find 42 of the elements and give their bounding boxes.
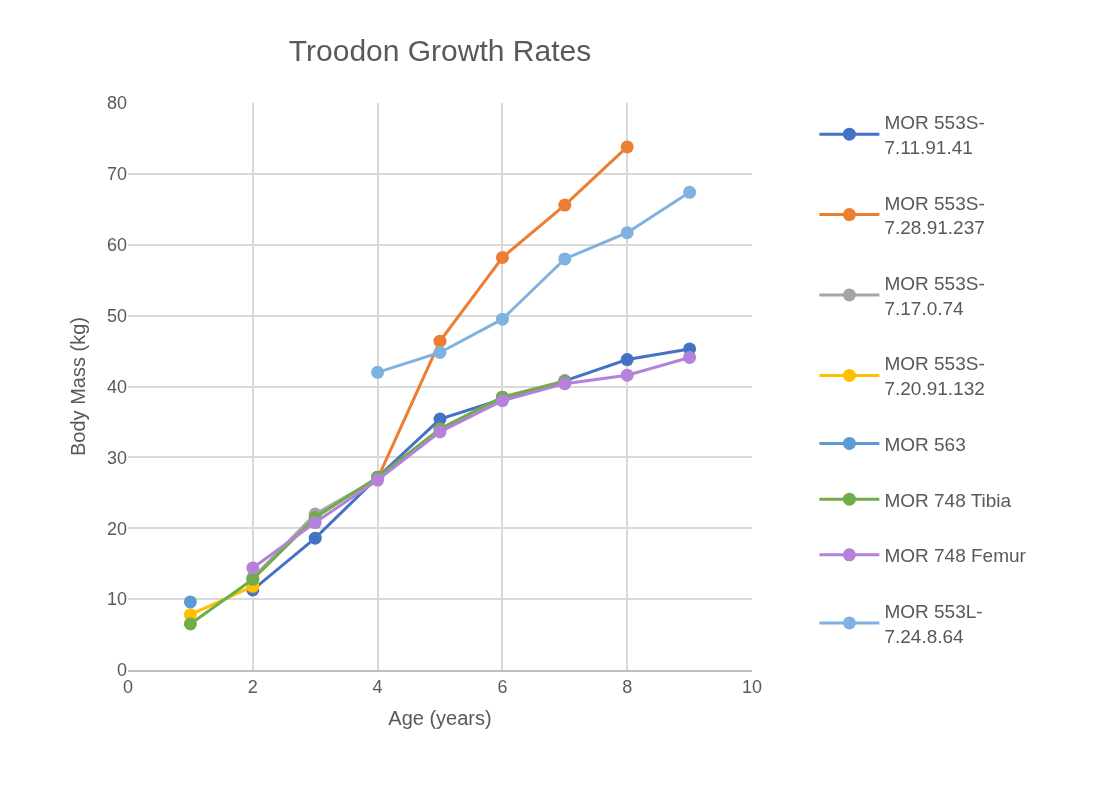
y-tick-label: 0 xyxy=(116,660,127,681)
point xyxy=(495,312,509,326)
point xyxy=(558,252,572,266)
y-tick-label: 40 xyxy=(106,376,127,397)
legend-label: MOR 553L-7.24.8.64 xyxy=(884,600,983,647)
legend-label: MOR 553S-7.17.0.74 xyxy=(884,273,985,319)
y-tick-label: 10 xyxy=(106,589,127,610)
point xyxy=(620,368,634,382)
y-tick-label: 50 xyxy=(106,305,127,326)
point xyxy=(683,185,697,199)
legend-label: MOR 563 xyxy=(884,433,966,455)
legend-label: MOR 553S-7.28.91.237 xyxy=(884,192,985,239)
point xyxy=(433,345,447,359)
y-axis-title: Body Mass (kg) xyxy=(67,317,90,456)
legend-label: MOR 553S-7.20.91.132 xyxy=(884,353,985,400)
point xyxy=(558,198,572,212)
y-tick-label: 20 xyxy=(106,518,127,539)
point xyxy=(495,251,509,264)
chart-title: Troodon Growth Rates xyxy=(288,33,592,67)
point xyxy=(683,350,697,364)
x-tick-label: 10 xyxy=(741,677,763,698)
point xyxy=(308,516,322,530)
x-tick-label: 8 xyxy=(622,677,633,698)
point xyxy=(308,531,322,545)
point xyxy=(620,140,634,154)
y-tick-label: 70 xyxy=(106,164,127,185)
y-tick-label: 30 xyxy=(106,447,127,468)
legend-label: MOR 748 Tibia xyxy=(884,489,1012,511)
point xyxy=(183,617,197,631)
x-tick-label: 2 xyxy=(247,677,258,698)
x-tick-label: 4 xyxy=(372,677,383,698)
legend-label: MOR 553S-7.11.91.41 xyxy=(884,112,985,158)
y-tick-label: 60 xyxy=(106,235,127,256)
legend-label: MOR 748 Femur xyxy=(884,545,1027,567)
point xyxy=(183,595,197,609)
point xyxy=(620,226,634,240)
point xyxy=(620,353,634,367)
x-axis-title: Age (years) xyxy=(388,707,492,730)
point xyxy=(246,561,260,575)
y-tick-label: 80 xyxy=(106,93,127,114)
x-tick-label: 6 xyxy=(497,677,508,698)
point xyxy=(371,365,385,379)
